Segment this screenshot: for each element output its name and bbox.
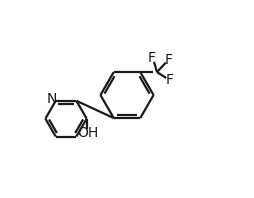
Text: N: N (47, 92, 57, 106)
Text: OH: OH (77, 126, 98, 140)
Text: F: F (165, 53, 173, 67)
Text: F: F (166, 73, 174, 87)
Text: F: F (148, 51, 156, 65)
